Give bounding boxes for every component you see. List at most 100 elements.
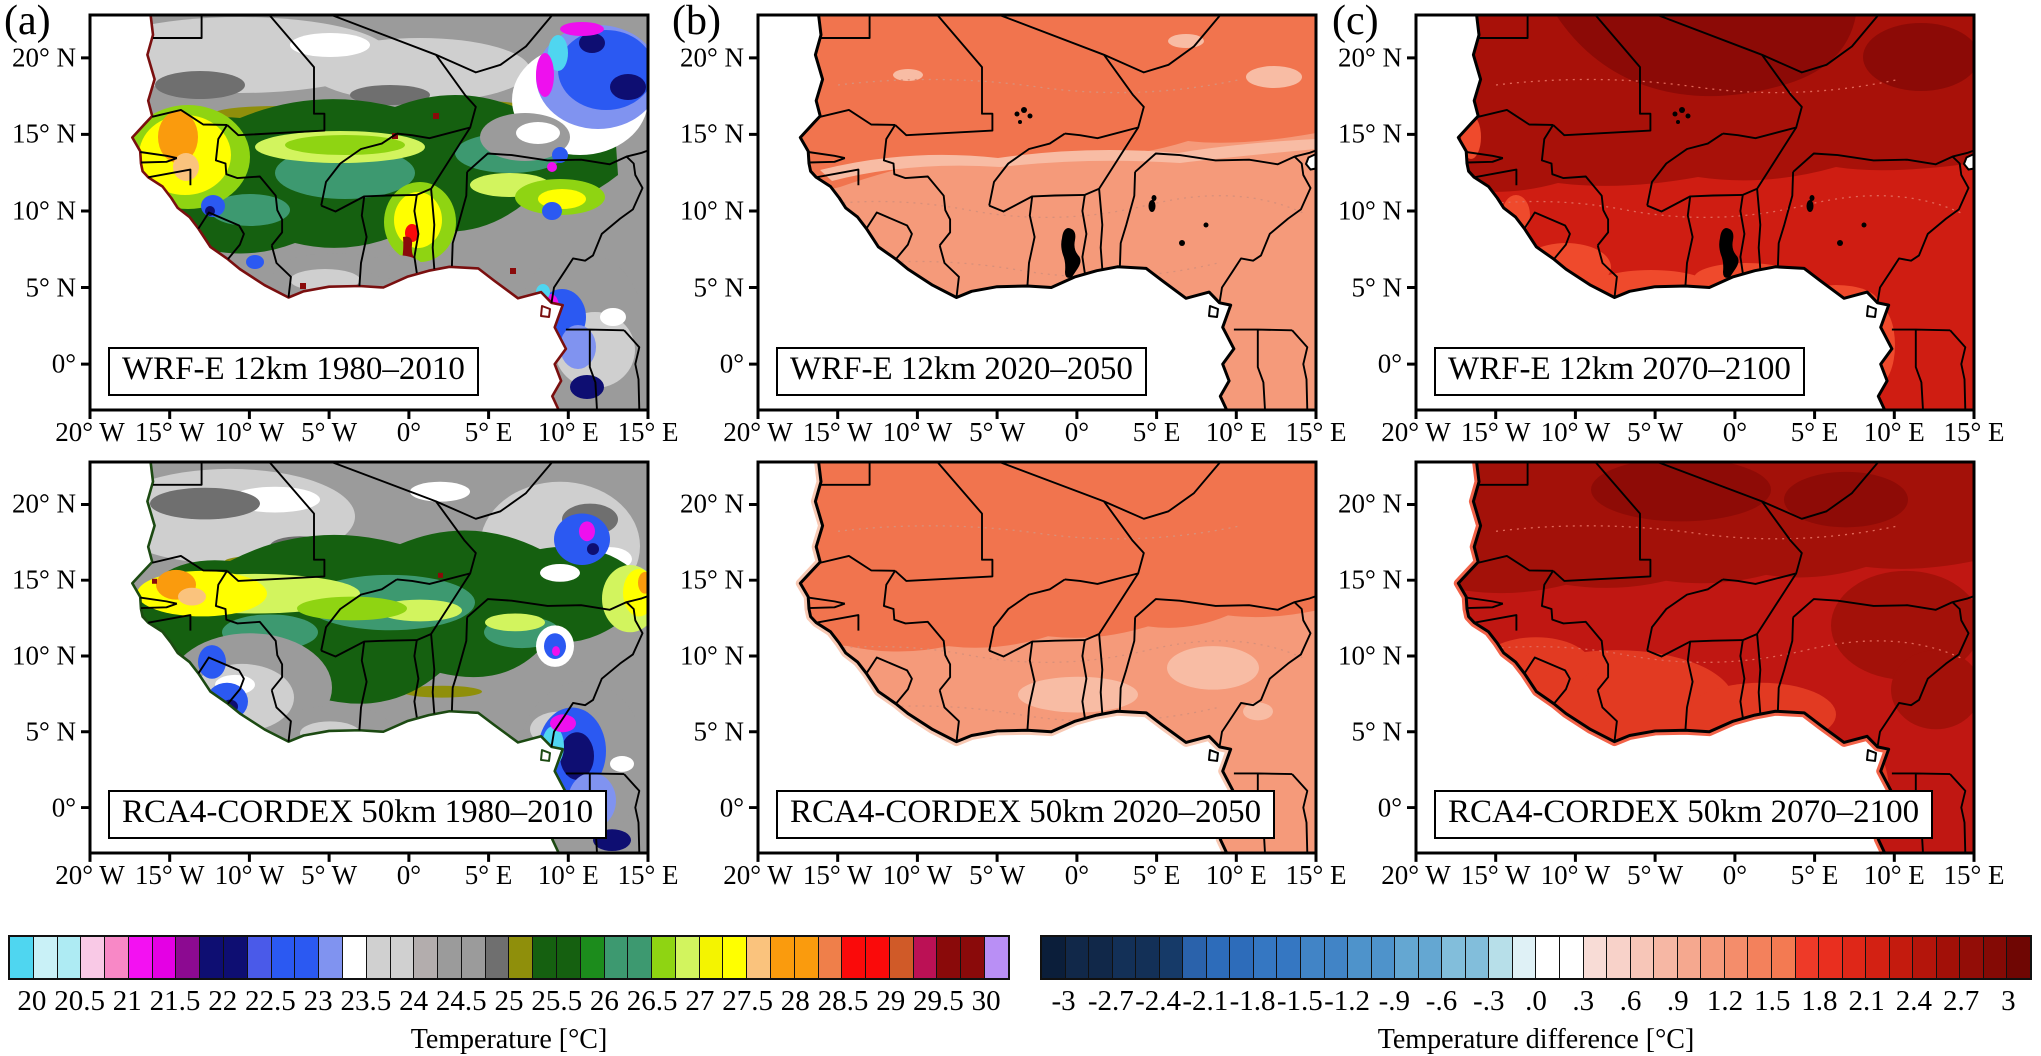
y-axis-tick-labels: 20° N 15° N 10° N 5° N 0° [1326,462,1416,853]
bioko-island [1208,305,1219,318]
colorbar-segment [2007,937,2030,978]
colorbar-segment [1089,937,1113,978]
colorbar-segment [1206,937,1231,978]
y-tick-label: 0° [51,348,76,379]
y-tick-label: 15° N [11,118,76,149]
y-axis-tick-labels: 20° N 15° N 10° N 5° N 0° [0,462,90,853]
y-tick-label: 10° N [679,640,744,671]
x-tick-label: 10° E [537,860,599,890]
map-rca-hist-temperature [79,460,650,864]
colorbar-segment [1960,937,1984,978]
colorbar-segment [390,937,415,978]
colorbar-temperature: 20 20.5 21 21.5 22 22.5 23 23.5 24 24.5 25 25.5 26 26… [8,935,1010,1055]
colorbar-tick-label: -2.4 [1135,985,1182,1017]
x-tick-label: 10° W [882,417,953,447]
map-panel-wrf-end: 20° N 15° N 10° N 5° N 0° 20° W 15° W 10° W 5° … [1338,13,2005,447]
y-tick-label: 0° [719,348,744,379]
x-tick-label: 0° [1722,417,1747,447]
x-tick-label: 20° W [1381,860,1451,890]
x-tick-label: 15° W [1460,860,1531,890]
x-tick-label: 10° E [1205,860,1267,890]
x-tick-label: 15° E [1943,417,2005,447]
x-tick-label: 5° E [1132,860,1181,890]
y-axis-tick-labels: 20° N 15° N 10° N 5° N 0° [668,462,758,853]
colorbar-segment [842,937,867,978]
colorbar-segment [1418,937,1443,978]
x-tick-label: 5° E [1132,417,1181,447]
colorbar-temperature-segments [8,935,1010,980]
y-tick-label: 15° N [679,564,744,595]
y-tick-label: 0° [1377,348,1402,379]
x-tick-label: 20° W [723,417,793,447]
x-tick-label: 15° W [802,417,873,447]
colorbar-tick-label: 20 [17,985,47,1017]
colorbar-segment [342,937,367,978]
colorbar-tick-label: 2.4 [1895,985,1933,1017]
x-tick-label: 5° W [301,860,358,890]
colorbar-tick-label: 20.5 [54,985,105,1017]
panel-title: RCA4-CORDEX 50km 2020–2050 [776,790,1276,839]
x-tick-label: 5° E [1790,417,1839,447]
x-tick-label: 20° W [723,860,793,890]
colorbar-segment [747,937,771,978]
colorbar-segment [1371,937,1396,978]
x-tick-label: 15° E [1943,860,2005,890]
y-tick-label: 10° N [679,195,744,226]
colorbar-segment [1183,937,1207,978]
map-rca-mid-difference [747,462,1318,864]
x-tick-label: 20° W [55,860,125,890]
colorbar-segment [961,937,986,978]
colorbar-tick-label: 23.5 [340,985,392,1017]
colorbar-segment [1512,937,1537,978]
colorbar-segment [675,937,700,978]
colorbar-tick-label: 30 [971,985,1001,1017]
colorbar-segment [1936,937,1961,978]
colorbar-segment [604,937,629,978]
colorbar-segment [414,937,439,978]
x-axis-tick-labels: 20° W 15° W 10° W 5° W 0° 5° E 10° E 15° E [1381,853,2004,897]
x-axis-tick-labels: 20° W 15° W 10° W 5° W 0° 5° E 10° E 15° E [55,410,678,454]
colorbar-segment [1983,937,2008,978]
colorbar-tick-label: 23 [303,985,333,1017]
colorbar-segment [1536,937,1561,978]
y-tick-label: 10° N [11,195,76,226]
x-tick-label: 5° W [1627,860,1684,890]
x-tick-label: 10° W [1540,860,1611,890]
colorbar-segment [913,937,938,978]
colorbar-segment [1913,937,1937,978]
y-tick-label: 15° N [1337,118,1402,149]
colorbar-segment [152,937,177,978]
colorbar-segment [128,937,153,978]
figure-label-b: (b) [672,0,721,44]
colorbar-segment [1677,937,1702,978]
colorbar-segment [1889,937,1914,978]
colorbar-segment [1348,937,1372,978]
colorbar-tick-label: -.6 [1425,985,1458,1017]
x-tick-label: 0° [1064,417,1089,447]
colorbar-tick-label: 26.5 [626,985,678,1017]
colorbar-segment [295,937,320,978]
colorbar-difference-segments [1040,935,2032,980]
colorbar-tick-label: 21 [112,985,142,1017]
x-tick-label: 5° W [301,417,358,447]
y-tick-label: 15° N [679,118,744,149]
colorbar-segment [1654,937,1678,978]
colorbar-segment [271,937,296,978]
colorbar-segment [200,937,225,978]
colorbar-tick-label: 24.5 [435,985,487,1017]
map-panel-rca-mid: 20° N 15° N 10° N 5° N 0° 20° W 15° W 10° W 5° … [680,462,1347,890]
colorbar-segment [1324,937,1349,978]
colorbar-tick-label: -1.8 [1229,985,1276,1017]
y-tick-label: 0° [51,792,76,823]
colorbar-tick-label: 25.5 [531,985,583,1017]
bioko-island [1866,305,1877,318]
y-axis-tick-labels: 20° N 15° N 10° N 5° N 0° [1326,15,1416,410]
colorbar-segment [1065,937,1090,978]
y-tick-label: 0° [1377,792,1402,823]
colorbar-segment [580,937,605,978]
colorbar-segment [1583,937,1608,978]
x-tick-label: 15° W [802,860,873,890]
colorbar-segment [1136,937,1160,978]
colorbar-segment [1819,937,1843,978]
colorbar-segment [1842,937,1867,978]
